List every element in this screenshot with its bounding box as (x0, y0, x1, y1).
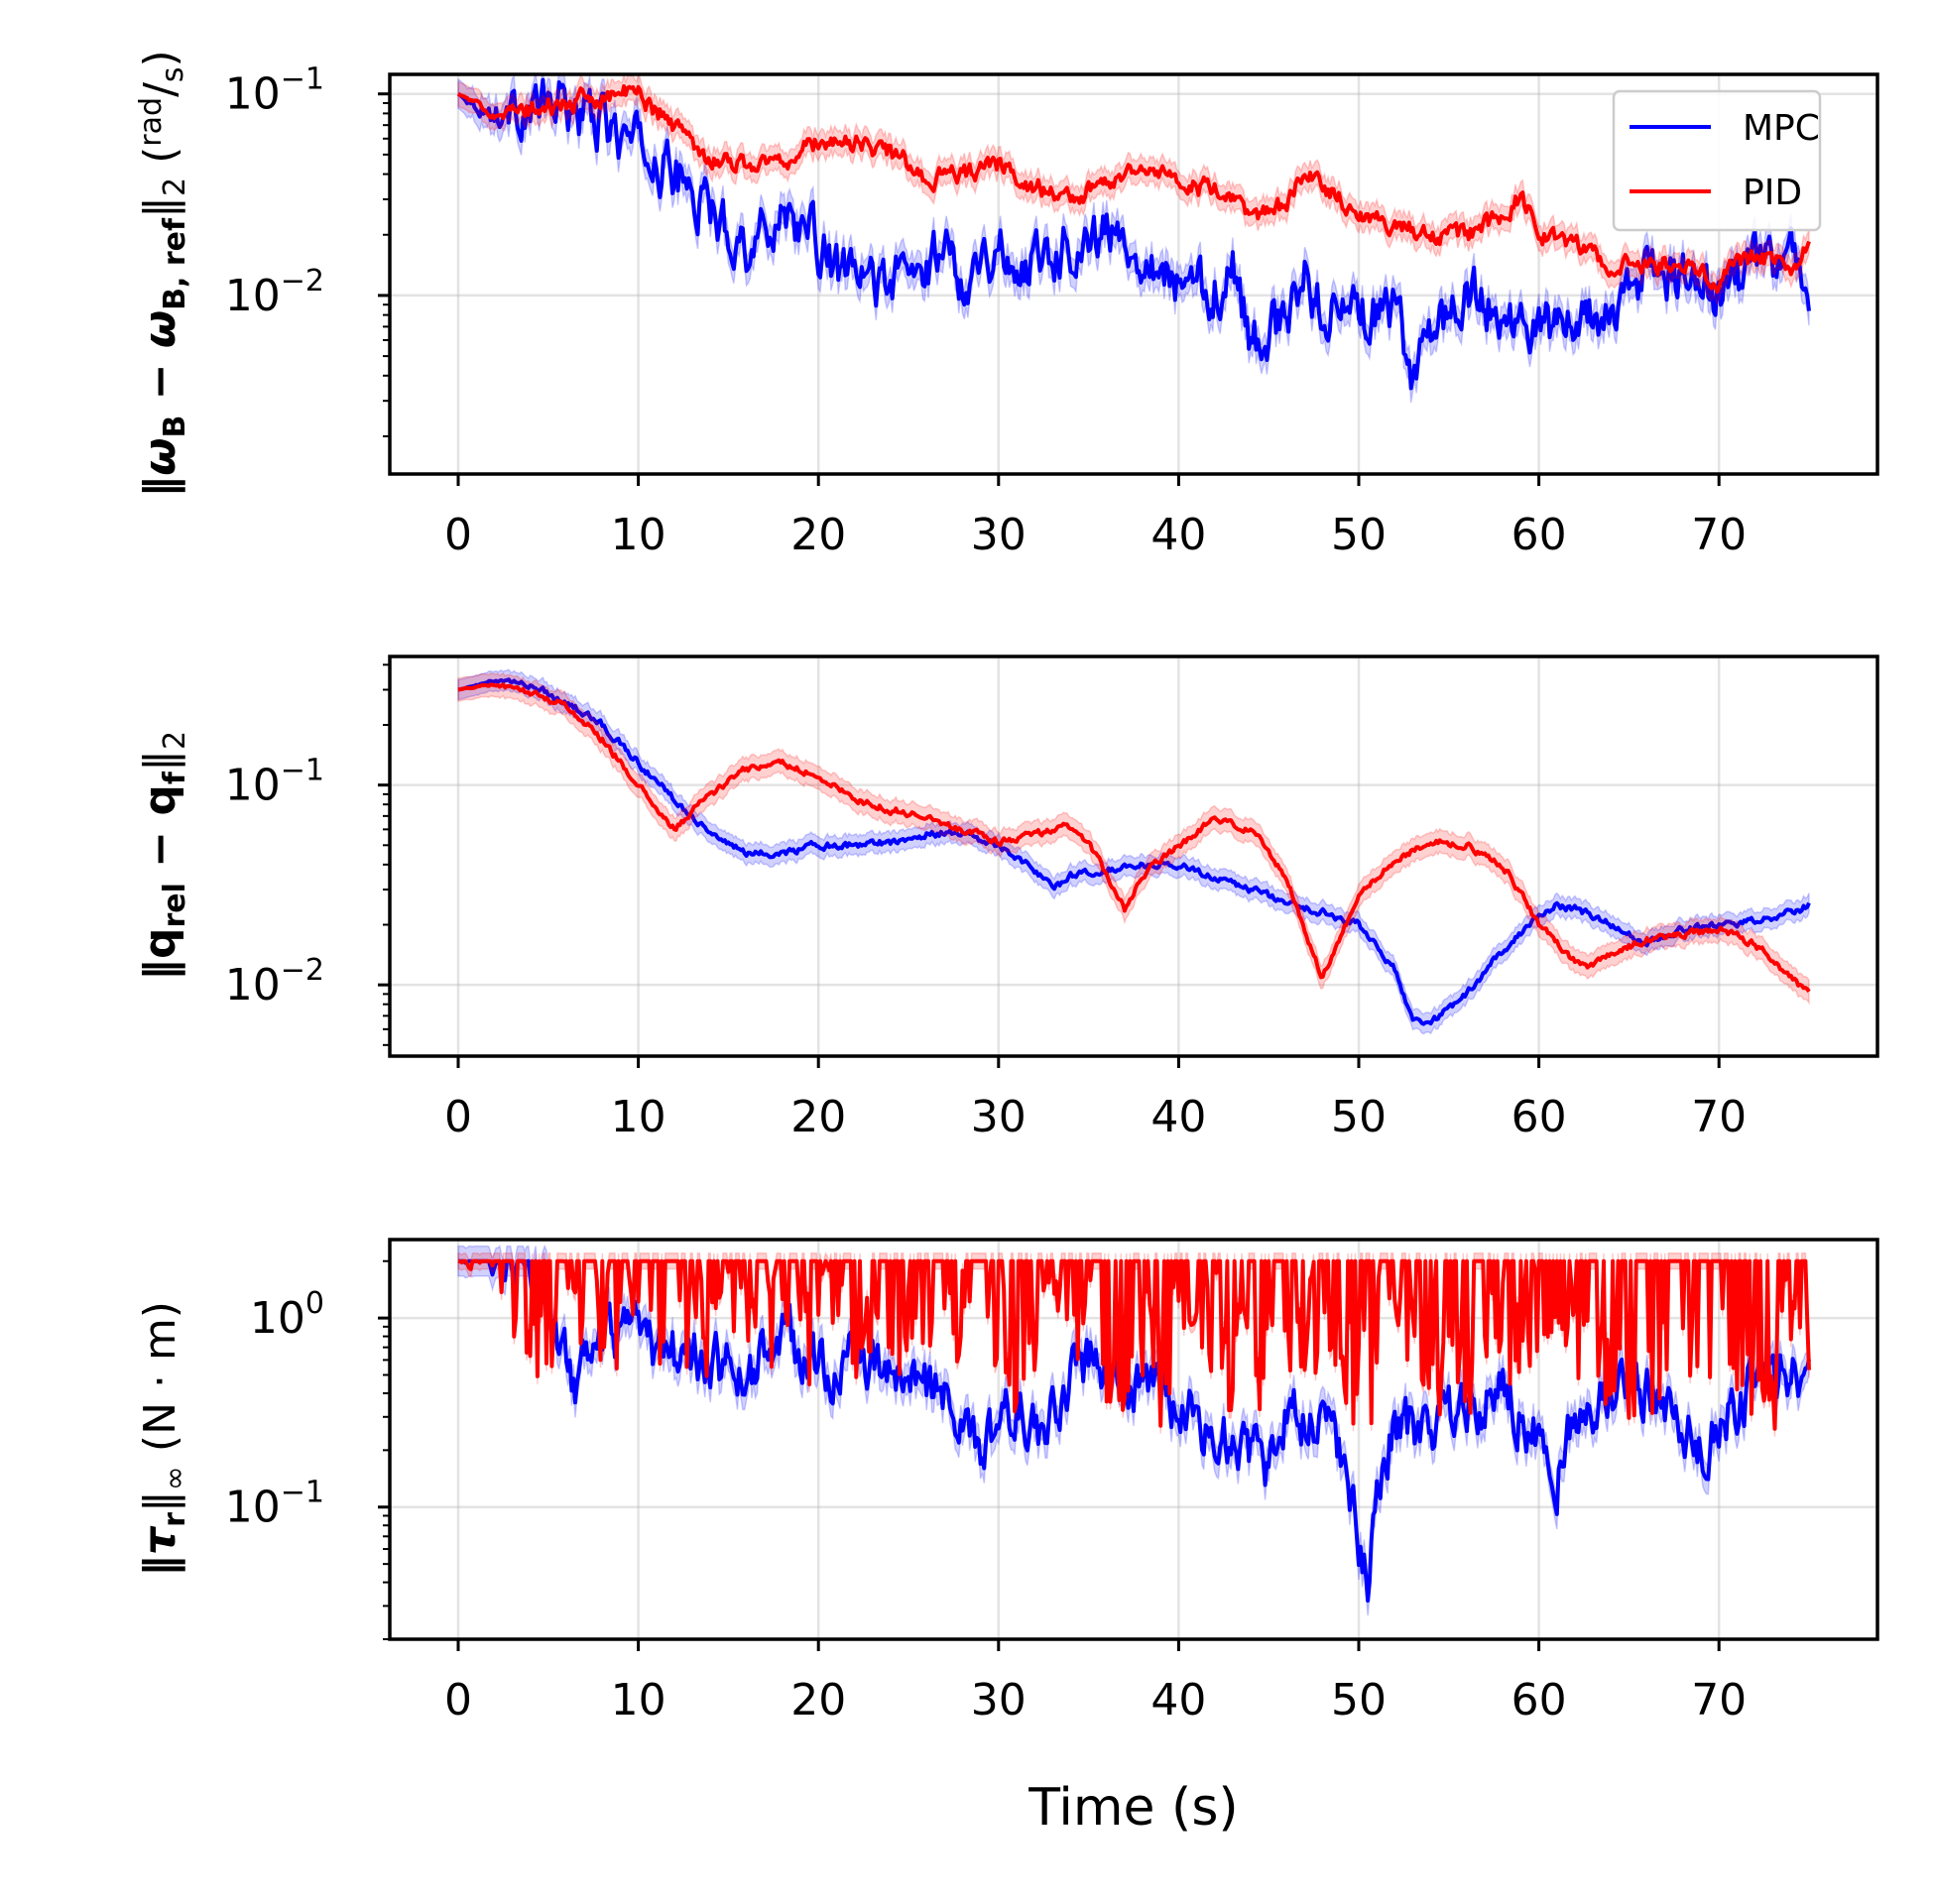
x-tick-label: 40 (1150, 1675, 1206, 1726)
y-tick-exponent: 0 (305, 1286, 324, 1321)
x-tick-label: 60 (1511, 1675, 1567, 1726)
y-tick-label: 10−1 (225, 1476, 324, 1533)
x-tick-label: 20 (790, 1092, 846, 1142)
x-tick-label: 30 (971, 1675, 1027, 1726)
y-tick-base: 10 (225, 271, 281, 321)
series-mpc-line (457, 677, 1811, 1026)
x-tick-label: 50 (1331, 510, 1387, 560)
x-tick-label: 10 (611, 1675, 666, 1726)
series-attitude-error (457, 668, 1811, 1035)
series-pid-line (456, 83, 1811, 295)
x-tick-label: 30 (971, 510, 1027, 560)
series-angular-rate-error (456, 74, 1811, 404)
y-axis-label-torque: ‖τr‖∞ (N · m) (135, 1301, 192, 1577)
y-tick-exponent: −2 (281, 953, 324, 988)
x-tick-label: 50 (1331, 1675, 1387, 1726)
grid-attitude-error (390, 656, 1877, 1056)
y-axis-label-attitude-error: ‖qrel − qf‖2 (135, 731, 192, 981)
y-tick-exponent: −2 (281, 264, 324, 298)
axes-frame-attitude-error (388, 654, 1879, 1058)
series-mpc-line (457, 1258, 1811, 1604)
x-axis-label: Time (s) (1027, 1778, 1238, 1838)
x-tick-label: 10 (611, 510, 666, 560)
series-mpc-band (457, 668, 1810, 1035)
x-tick-label: 20 (790, 1675, 846, 1726)
y-tick-label: 10−2 (225, 953, 324, 1011)
y-tick-base: 10 (250, 1293, 305, 1344)
y-tick-label: 10−1 (225, 754, 324, 811)
x-tick-label: 30 (971, 1092, 1027, 1142)
y-tick-base: 10 (225, 960, 281, 1011)
x-tick-label: 70 (1691, 1092, 1747, 1142)
axes-frame-angular-rate-error (388, 72, 1879, 476)
series-pid-line (457, 682, 1811, 994)
y-tick-base: 10 (225, 69, 281, 120)
series-mpc-line (457, 77, 1811, 391)
y-tick-label: 10−2 (225, 264, 324, 321)
x-tick-label: 70 (1691, 510, 1747, 560)
series-pid-line (457, 1258, 1811, 1431)
series-pid-band (457, 671, 1810, 1006)
legend: MPC PID (1612, 89, 1822, 232)
x-tick-label: 40 (1150, 1092, 1206, 1142)
legend-label-pid: PID (1743, 173, 1802, 213)
x-tick-label: 40 (1150, 510, 1206, 560)
y-axis-label-angular-rate-error: ‖ωB − ωB, ref‖2 (rad/s) (134, 50, 192, 497)
y-tick-base: 10 (225, 1483, 281, 1533)
y-tick-exponent: −1 (281, 754, 324, 788)
x-tick-label: 60 (1511, 510, 1567, 560)
legend-label-mpc: MPC (1743, 108, 1820, 149)
x-tick-label: 0 (444, 510, 472, 560)
y-tick-exponent: −1 (281, 1476, 324, 1510)
x-tick-label: 0 (444, 1092, 472, 1142)
x-tick-label: 0 (444, 1675, 472, 1726)
y-tick-base: 10 (225, 761, 281, 811)
x-tick-label: 10 (611, 1092, 666, 1142)
series-torque (457, 1244, 1811, 1616)
y-tick-label: 10−1 (225, 62, 324, 120)
x-tick-label: 60 (1511, 1092, 1567, 1142)
x-tick-label: 50 (1331, 1092, 1387, 1142)
axes-frame-torque (388, 1238, 1879, 1641)
y-tick-exponent: −1 (281, 62, 324, 97)
x-tick-label: 70 (1691, 1675, 1747, 1726)
x-tick-label: 20 (790, 510, 846, 560)
y-tick-label: 100 (250, 1286, 324, 1344)
